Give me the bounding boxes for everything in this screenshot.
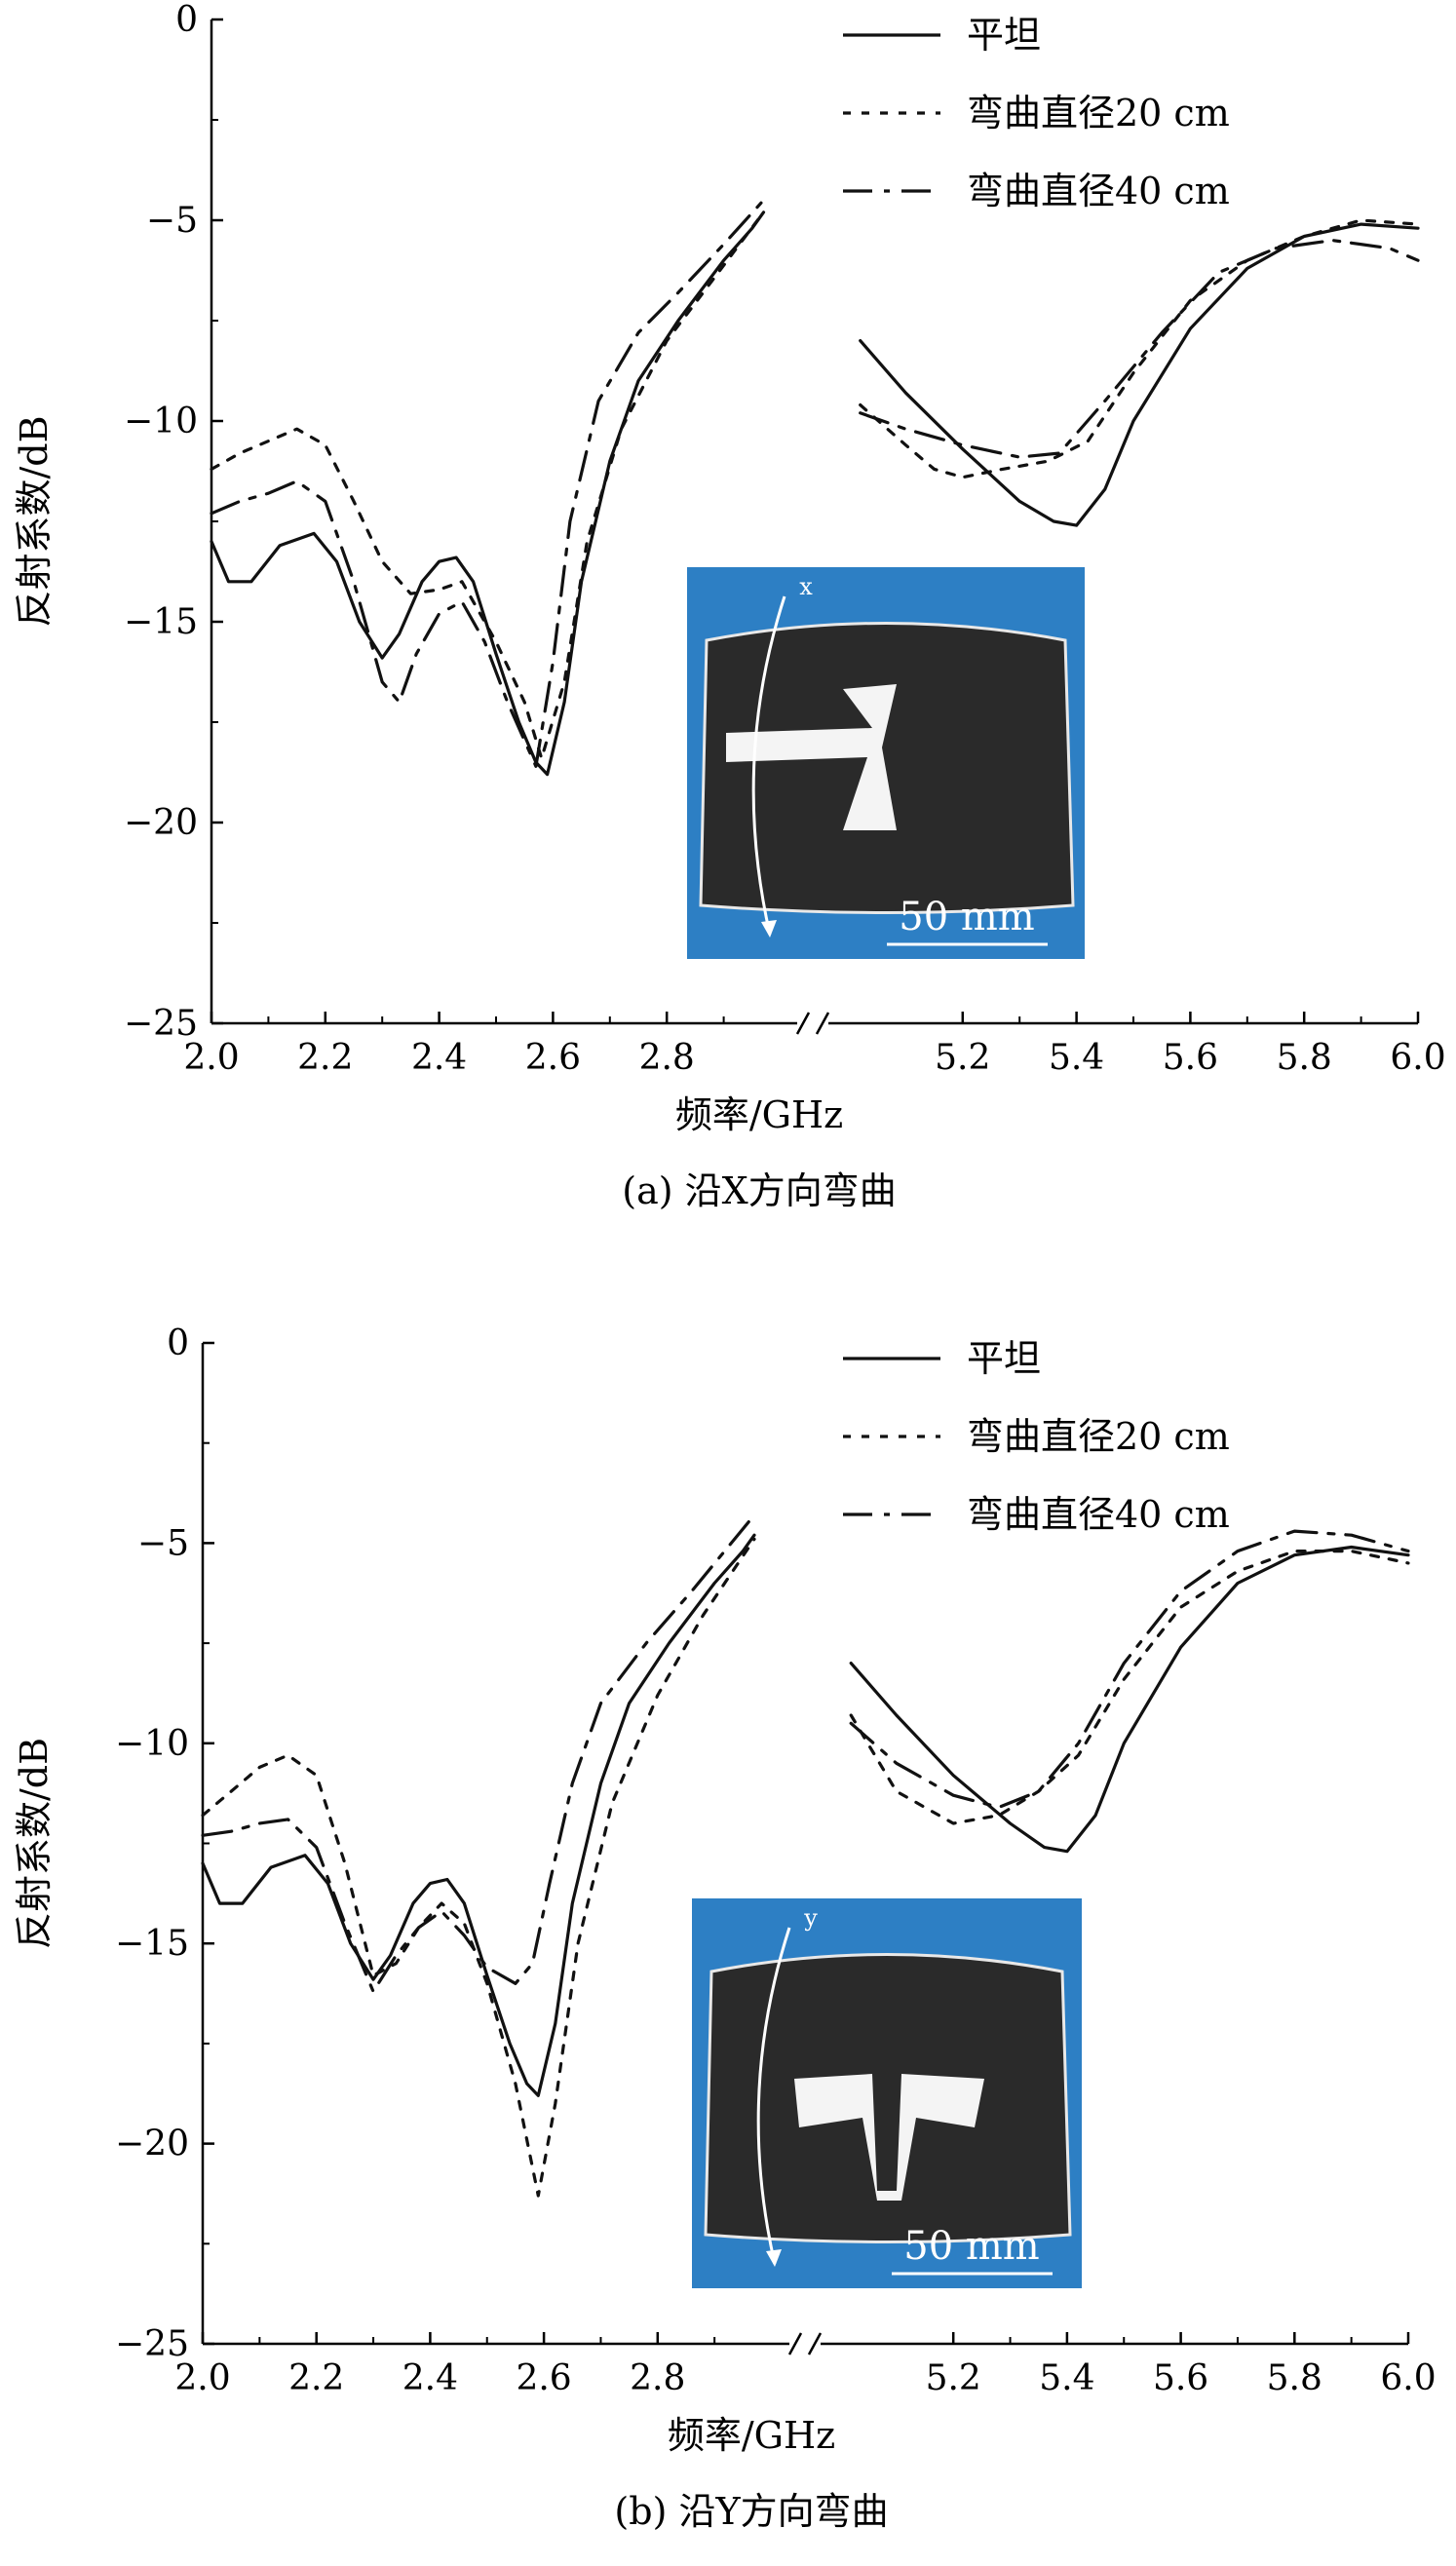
legend-label: 平坦: [967, 14, 1041, 57]
y-tick-label: −25: [115, 2324, 189, 2364]
figure-caption: (a) 沿X方向弯曲: [622, 1169, 896, 1212]
legend-label: 弯曲直径20 cm: [967, 1415, 1230, 1458]
x-axis-title: 频率/GHz: [675, 1093, 843, 1136]
series-line-left: [210, 198, 766, 768]
axis-break-mark: [815, 1012, 830, 1035]
x-tick-label: 5.2: [926, 2358, 981, 2398]
x-tick-label: 5.6: [1163, 1038, 1218, 1078]
y-tick-label: −5: [146, 201, 198, 241]
inset-scale-label: 50 mm: [899, 895, 1034, 939]
inset-antenna-patch: [726, 684, 897, 830]
legend-label: 平坦: [967, 1337, 1041, 1380]
series-line-right: [859, 222, 1420, 527]
x-tick-label: 5.2: [935, 1038, 990, 1078]
x-tick-label: 2.4: [402, 2358, 458, 2398]
inset-antenna-fabric: [699, 622, 1075, 914]
y-tick-label: −15: [124, 602, 198, 642]
inset-antenna-patch: [794, 2074, 984, 2201]
x-tick-label: 2.8: [639, 1038, 695, 1078]
legend-label: 弯曲直径40 cm: [967, 1493, 1230, 1536]
x-tick-label: 2.4: [411, 1038, 467, 1078]
x-tick-label: 2.0: [174, 2358, 230, 2398]
y-tick-label: −10: [115, 1724, 189, 1764]
series-line-right: [849, 1550, 1410, 1825]
legend-label: 弯曲直径40 cm: [967, 170, 1230, 212]
x-tick-label: 2.2: [288, 2358, 344, 2398]
series-line-right: [849, 1545, 1410, 1854]
inset-antenna-fabric: [704, 1953, 1072, 2243]
series-line-left: [210, 211, 766, 760]
legend-label: 弯曲直径20 cm: [967, 92, 1230, 134]
y-tick-label: −20: [115, 2125, 189, 2164]
y-tick-label: −25: [124, 1004, 198, 1044]
inset-bend-arrow: [751, 595, 786, 936]
x-tick-label: 5.6: [1153, 2358, 1208, 2398]
series-line-left: [201, 1513, 756, 1994]
x-tick-label: 2.0: [183, 1038, 239, 1078]
axis-break-mark: [807, 2332, 823, 2355]
x-tick-label: 2.2: [297, 1038, 353, 1078]
y-tick-label: 0: [175, 0, 198, 40]
y-axis-title: 反射系数/dB: [13, 1738, 56, 1949]
x-tick-label: 5.8: [1267, 2358, 1322, 2398]
inset-arrow-head: [761, 920, 777, 938]
series-line-left: [201, 1537, 756, 2198]
inset-axis-label: y: [803, 1904, 818, 1932]
axis-break-mark: [787, 2332, 803, 2355]
series-line-left: [201, 1533, 756, 2097]
x-tick-label: 5.8: [1277, 1038, 1332, 1078]
x-tick-label: 6.0: [1380, 2358, 1436, 2398]
series-line-left: [210, 211, 766, 777]
inset-axis-label: x: [799, 573, 813, 600]
axis-break-mark: [795, 1012, 811, 1035]
series-line-right: [849, 1529, 1410, 1810]
y-tick-label: −10: [124, 402, 198, 441]
inset-bend-arrow: [756, 1927, 791, 2265]
y-tick-label: −5: [137, 1523, 189, 1563]
chart-panel-b: 0 −5 −10 −15 −20 −252.0 2.2 2.4 2.6 2.8 5.2 5.4 5.6 5…: [13, 1323, 1437, 2533]
series-line-right: [859, 239, 1420, 459]
x-tick-label: 2.8: [630, 2358, 685, 2398]
x-tick-label: 5.4: [1039, 2358, 1094, 2398]
x-tick-label: 6.0: [1390, 1038, 1445, 1078]
series-line-right: [859, 218, 1420, 479]
y-tick-label: −15: [115, 1924, 189, 1964]
inset-arrow-head: [766, 2249, 782, 2267]
x-tick-label: 2.6: [516, 2358, 571, 2398]
y-tick-label: −20: [124, 803, 198, 843]
x-tick-label: 5.4: [1049, 1038, 1104, 1078]
figure-caption: (b) 沿Y方向弯曲: [614, 2490, 888, 2533]
x-tick-label: 2.6: [525, 1038, 581, 1078]
y-axis-title: 反射系数/dB: [13, 415, 56, 627]
chart-panel-a: 0 −5 −10 −15 −20 −252.0 2.2 2.4 2.6 2.8 5.2 5.4 5.6 5…: [13, 0, 1446, 1212]
inset-scale-label: 50 mm: [903, 2224, 1039, 2269]
x-axis-title: 频率/GHz: [668, 2414, 835, 2457]
y-tick-label: 0: [167, 1323, 189, 1363]
